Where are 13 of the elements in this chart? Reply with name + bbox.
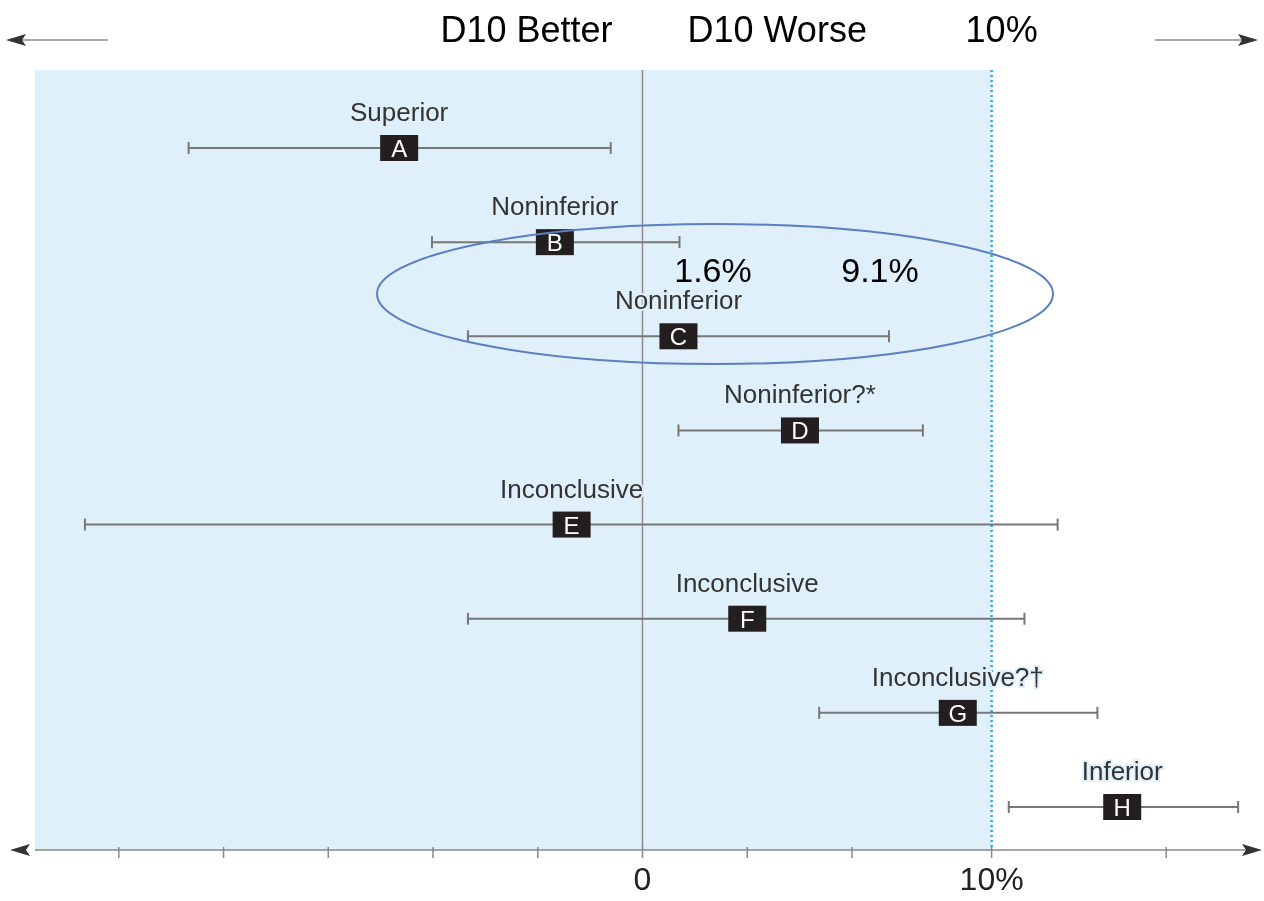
x-tick-label: 0 [633, 861, 652, 897]
text: D10 Better [440, 9, 613, 50]
annotation: 9.1% [841, 251, 919, 289]
annotation: Noninferior [491, 191, 619, 222]
annotation: Inconclusive [675, 567, 819, 598]
annotation: Inferior [1081, 756, 1164, 786]
annotation: Inconclusive?† [871, 661, 1044, 692]
annotation: 1.6% [674, 251, 752, 289]
annotation: Noninferior?* [724, 379, 876, 410]
text: D10 Worse [687, 9, 867, 50]
annotation: Superior [350, 97, 449, 127]
annotation: Inconclusive [500, 473, 644, 504]
ref-line-label: 10% [965, 9, 1038, 50]
